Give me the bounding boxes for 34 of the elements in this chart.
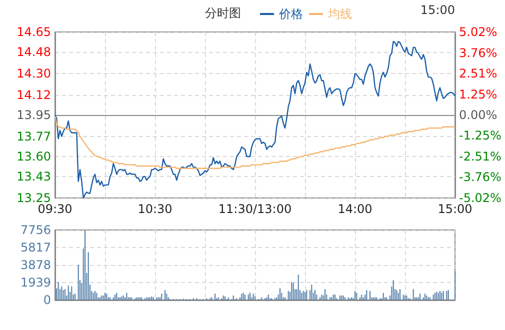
y-tick-label: 13.25 bbox=[16, 191, 51, 205]
y-tick-label: 14.65 bbox=[16, 25, 51, 39]
x-tick-label: 10:30 bbox=[138, 202, 172, 216]
x-tick-label: 11:30/13:00 bbox=[218, 202, 292, 216]
y-tick-label: 13.77 bbox=[16, 129, 51, 144]
y-tick-label: 13.43 bbox=[16, 170, 51, 184]
chart-title: 分时图 bbox=[205, 6, 241, 20]
x-tick-label: 14:00 bbox=[338, 202, 372, 216]
y-tick-label: 14.12 bbox=[16, 88, 51, 102]
y-tick-label: 0 bbox=[43, 293, 51, 307]
y-tick-label: 14.48 bbox=[16, 45, 51, 60]
text: 15:00 bbox=[420, 3, 456, 17]
x-tick-label: 15:00 bbox=[438, 202, 472, 216]
legend-label: 均线 bbox=[327, 7, 352, 21]
y-tick-label: 3878 bbox=[20, 258, 51, 272]
legend-label: 价格 bbox=[278, 7, 303, 21]
y-tick-label: 7756 bbox=[20, 223, 51, 237]
y2-tick-label: 1.25% bbox=[459, 87, 498, 102]
y2-tick-label: -2.51% bbox=[459, 150, 502, 164]
y2-tick-label: -3.76% bbox=[459, 170, 502, 184]
y-tick-label: 13.60 bbox=[16, 150, 51, 164]
y-tick-label: 14.30 bbox=[16, 66, 51, 80]
y-tick-label: 5817 bbox=[20, 240, 51, 254]
y-tick-label: 13.95 bbox=[16, 108, 51, 122]
y2-tick-label: 2.51% bbox=[459, 66, 498, 80]
y2-tick-label: 3.76% bbox=[459, 46, 498, 60]
line-series bbox=[54, 40, 456, 199]
x-tick-label: 09:30 bbox=[38, 202, 72, 216]
y2-tick-label: -5.02% bbox=[459, 191, 502, 205]
line-series bbox=[54, 116, 456, 169]
y2-tick-label: -1.25% bbox=[459, 128, 502, 143]
y-tick-label: 1939 bbox=[20, 276, 51, 290]
y2-tick-label: 0.00% bbox=[459, 108, 498, 122]
y2-tick-label: 5.02% bbox=[459, 25, 498, 39]
